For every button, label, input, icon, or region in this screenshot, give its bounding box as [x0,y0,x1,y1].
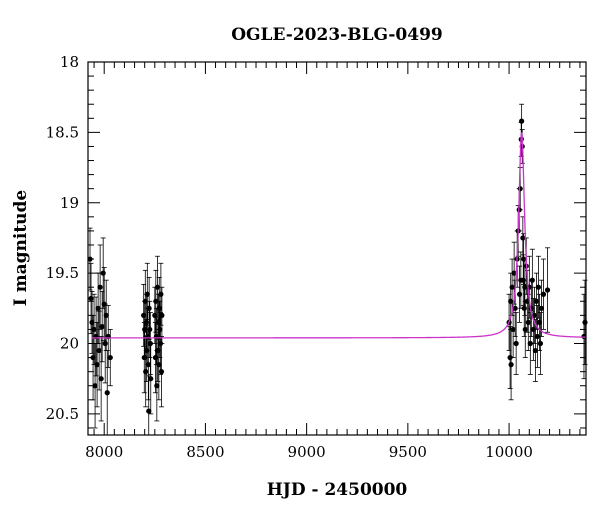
data-point [538,305,545,311]
data-point [522,326,528,333]
y-tick-label: 19 [60,194,79,212]
data-point [509,284,515,290]
y-axis-label: I magnitude [11,190,31,307]
data-point [534,333,541,340]
data-point [533,298,540,304]
data-point [157,326,163,333]
model-layer [92,132,587,339]
x-tick-label: 8000 [85,443,123,461]
x-axis-label: HJD - 2450000 [267,480,408,500]
data-point [522,284,528,290]
x-tick-label: 8500 [186,443,224,461]
data-point [144,291,150,297]
y-tick-label: 19.5 [46,264,79,282]
data-point [100,270,106,276]
data-point [512,305,518,311]
data-point [582,319,588,325]
data-point [540,291,547,297]
data-point [91,326,97,333]
data-point [143,319,149,325]
data-point [88,295,94,302]
data-point [107,354,113,361]
data-point [544,287,551,293]
data-point [99,324,105,330]
x-tick-label: 9000 [288,443,326,461]
data-point [152,354,159,361]
data-point [531,312,537,318]
x-tick-label: 9500 [389,443,427,461]
data-point [535,284,542,290]
data-point [508,362,514,368]
data-point [104,390,110,396]
data-point [527,340,533,347]
data-point [154,284,161,290]
data-layer [87,103,588,436]
data-point [510,326,516,333]
data-point [146,408,152,414]
data-point [520,235,526,241]
data-point [146,305,152,311]
data-point [529,277,535,283]
data-point [537,340,544,347]
data-point [147,326,153,333]
data-point [102,340,108,347]
x-tick-label: 10000 [485,443,533,461]
data-point [513,340,519,347]
data-point [519,118,525,124]
y-tick-label: 18 [60,53,79,71]
chart-title: OGLE-2023-BLG-0499 [231,25,443,45]
data-point [521,305,527,311]
model-curve [92,132,587,339]
data-point [103,312,109,318]
data-point [525,319,531,325]
data-point [154,383,160,389]
data-point [158,369,165,375]
data-point [517,291,523,297]
data-point [97,284,103,290]
data-point [94,362,100,368]
data-point [159,312,165,318]
data-point [517,186,523,192]
data-point [96,347,102,354]
y-tick-label: 18.5 [46,123,79,141]
data-point [143,369,149,375]
y-tick-label: 20.5 [46,405,79,423]
data-point [95,305,101,311]
data-point [532,347,538,354]
data-point [87,256,93,262]
data-point [98,376,104,382]
ticks-layer: 8000 8500 9000 9500 10000 18 18.5 19 19.5 20 20.5 [46,53,586,461]
y-tick-label: 20 [60,335,79,353]
data-point [148,376,154,382]
plot-frame [87,61,587,436]
data-point [92,383,98,389]
data-point [511,270,517,276]
data-point [145,362,151,368]
data-point [158,291,164,297]
